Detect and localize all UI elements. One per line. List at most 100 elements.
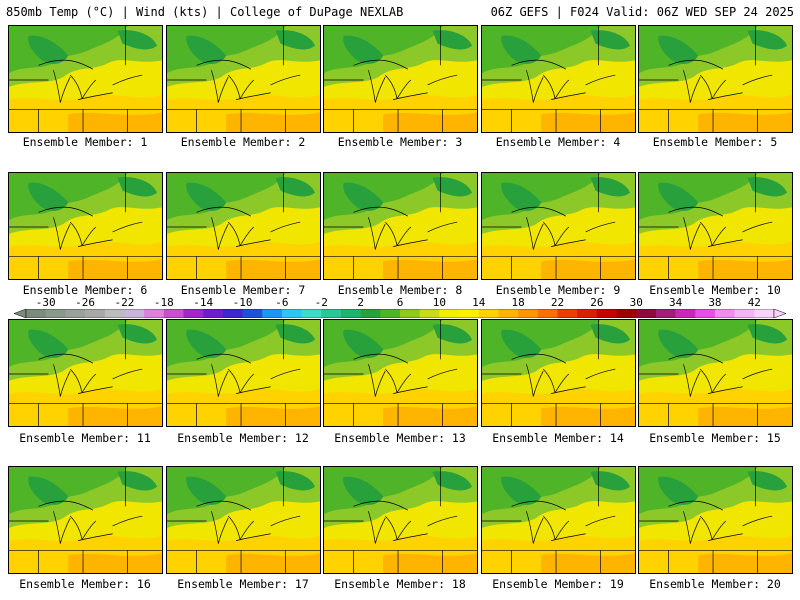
ensemble-member-label: Ensemble Member: 7 [180,283,306,297]
colorbar-swatch [380,309,401,318]
colorbar-swatch [183,309,204,318]
colorbar-swatch [518,309,539,318]
colorbar-swatch [577,309,598,318]
colorbar-tick-label: -18 [153,296,174,309]
ensemble-member-label: Ensemble Member: 9 [495,283,621,297]
colorbar-swatch [85,309,106,318]
colorbar-tick-label: 34 [668,296,683,309]
colorbar-tick-label: 30 [629,296,643,309]
colorbar-tick-label: -6 [275,296,289,309]
colorbar-swatch [242,309,263,318]
colorbar-tick-label: 26 [590,296,604,309]
ensemble-map-5 [638,25,793,133]
ensemble-map-7 [166,172,321,280]
ensemble-map-13 [323,319,478,427]
colorbar-swatch [321,309,342,318]
colorbar-tick-label: 10 [432,296,446,309]
ensemble-map-6 [8,172,163,280]
ensemble-map-19 [481,466,636,574]
ensemble-member-label: Ensemble Member: 13 [334,431,466,445]
colorbar-swatch [144,309,165,318]
colorbar-swatch [419,309,440,318]
colorbar-swatch [557,309,578,318]
colorbar-tick-label: 42 [747,296,761,309]
colorbar-tick-label: 14 [472,296,486,309]
ensemble-member-label: Ensemble Member: 1 [22,135,148,149]
ensemble-map-16 [8,466,163,574]
colorbar-tick-label: -22 [114,296,135,309]
colorbar-swatch [596,309,617,318]
colorbar-swatch [675,309,696,318]
colorbar-tick-label: -14 [193,296,214,309]
colorbar-swatch [104,309,125,318]
colorbar-swatch [26,309,46,318]
colorbar-swatch [281,309,302,318]
colorbar-tick-label: -26 [75,296,95,309]
ensemble-member-label: Ensemble Member: 3 [337,135,463,149]
ensemble-map-12 [166,319,321,427]
ensemble-map-10 [638,172,793,280]
colorbar-tick-label: 38 [708,296,722,309]
ensemble-member-label: Ensemble Member: 6 [22,283,148,297]
ensemble-map-9 [481,172,636,280]
colorbar-swatch [636,309,657,318]
colorbar-swatch [459,309,480,318]
colorbar-swatch [498,309,519,318]
colorbar-swatch [714,309,735,318]
colorbar-tick-label: -30 [35,296,56,309]
colorbar-swatch [754,309,775,318]
ensemble-member-label: Ensemble Member: 2 [180,135,306,149]
temperature-colorbar [14,309,786,318]
ensemble-member-label: Ensemble Member: 11 [19,431,151,445]
ensemble-member-label: Ensemble Member: 4 [495,135,621,149]
ensemble-member-label: Ensemble Member: 8 [337,283,463,297]
ensemble-member-label: Ensemble Member: 20 [649,577,781,591]
colorbar-swatch [478,309,499,318]
colorbar-swatch [695,309,716,318]
colorbar-tick-label: 2 [357,296,364,309]
ensemble-map-14 [481,319,636,427]
colorbar-swatch [340,309,361,318]
ensemble-map-8 [323,172,478,280]
ensemble-map-11 [8,319,163,427]
colorbar-swatch [222,309,243,318]
colorbar-swatch [439,309,460,318]
chart-title: 850mb Temp (°C) | Wind (kts) | College o… [6,5,404,19]
ensemble-map-17 [166,466,321,574]
model-run-info: 06Z GEFS | F024 Valid: 06Z WED SEP 24 20… [490,5,794,19]
ensemble-map-18 [323,466,478,574]
colorbar-swatch [65,309,86,318]
ensemble-member-label: Ensemble Member: 10 [649,283,781,297]
colorbar-swatch [400,309,420,318]
colorbar-tick-label: 22 [550,296,565,309]
ensemble-member-label: Ensemble Member: 16 [19,577,151,591]
ensemble-map-20 [638,466,793,574]
ensemble-member-label: Ensemble Member: 15 [649,431,781,445]
colorbar-swatch [360,309,381,318]
colorbar-swatch [655,309,676,318]
colorbar-swatch [734,309,755,318]
ensemble-member-label: Ensemble Member: 19 [492,577,624,591]
colorbar-tick-label: -2 [314,296,328,309]
colorbar-swatch [163,309,184,318]
colorbar-swatch [301,309,322,318]
colorbar-min-arrow [14,309,27,318]
colorbar-swatch [124,309,145,318]
colorbar-swatch [203,309,224,318]
ensemble-member-label: Ensemble Member: 12 [177,431,309,445]
ensemble-member-label: Ensemble Member: 17 [177,577,309,591]
colorbar-tick-label: -10 [232,296,253,309]
colorbar-swatch [537,309,558,318]
colorbar-swatch [45,309,66,318]
colorbar-tick-label: 6 [396,296,404,309]
colorbar-swatch [262,309,283,318]
ensemble-map-4 [481,25,636,133]
ensemble-map-2 [166,25,321,133]
colorbar-swatch [616,309,637,318]
colorbar-max-arrow [773,309,786,318]
ensemble-member-label: Ensemble Member: 18 [334,577,466,591]
ensemble-map-1 [8,25,163,133]
ensemble-member-label: Ensemble Member: 5 [652,135,778,149]
ensemble-member-label: Ensemble Member: 14 [492,431,624,445]
ensemble-map-15 [638,319,793,427]
